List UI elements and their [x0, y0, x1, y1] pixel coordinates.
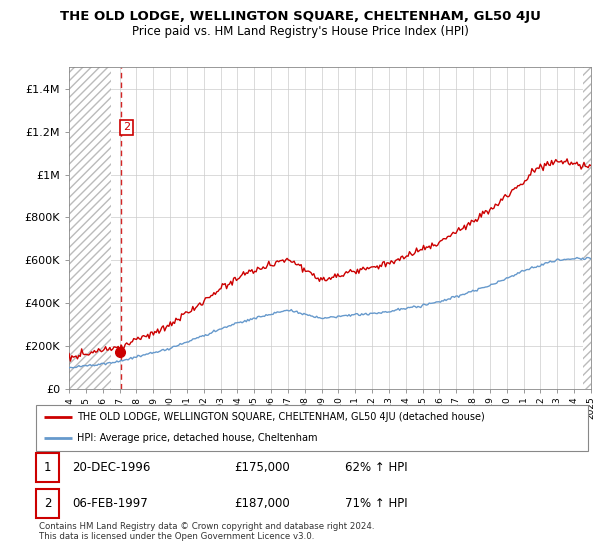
Text: THE OLD LODGE, WELLINGTON SQUARE, CHELTENHAM, GL50 4JU (detached house): THE OLD LODGE, WELLINGTON SQUARE, CHELTE… — [77, 412, 485, 422]
Text: 20-DEC-1996: 20-DEC-1996 — [72, 461, 150, 474]
Text: £187,000: £187,000 — [235, 497, 290, 510]
Bar — [69, 67, 111, 389]
Text: 2: 2 — [123, 122, 130, 132]
FancyBboxPatch shape — [36, 489, 59, 519]
Text: Contains HM Land Registry data © Crown copyright and database right 2024.
This d: Contains HM Land Registry data © Crown c… — [39, 522, 374, 542]
Text: 71% ↑ HPI: 71% ↑ HPI — [345, 497, 408, 510]
Text: £175,000: £175,000 — [235, 461, 290, 474]
Text: THE OLD LODGE, WELLINGTON SQUARE, CHELTENHAM, GL50 4JU: THE OLD LODGE, WELLINGTON SQUARE, CHELTE… — [59, 10, 541, 23]
Text: 2: 2 — [44, 497, 52, 510]
Text: 1: 1 — [44, 461, 52, 474]
FancyBboxPatch shape — [36, 453, 59, 482]
Text: Price paid vs. HM Land Registry's House Price Index (HPI): Price paid vs. HM Land Registry's House … — [131, 25, 469, 38]
Text: 62% ↑ HPI: 62% ↑ HPI — [345, 461, 408, 474]
Text: 06-FEB-1997: 06-FEB-1997 — [72, 497, 148, 510]
FancyBboxPatch shape — [36, 405, 588, 451]
Text: HPI: Average price, detached house, Cheltenham: HPI: Average price, detached house, Chel… — [77, 433, 318, 444]
Bar — [583, 67, 591, 389]
